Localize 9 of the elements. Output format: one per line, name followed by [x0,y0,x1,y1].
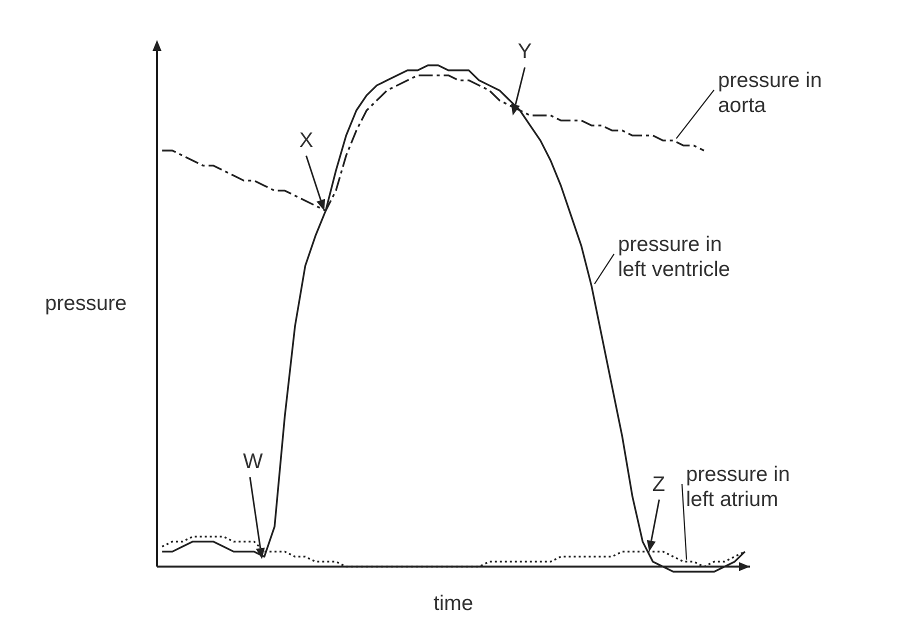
annotation: X [299,128,314,153]
legend-label: pressure in left ventricle [618,232,730,282]
annotation: W [242,449,263,474]
y-axis-title: pressure [45,291,127,316]
text: Y [518,39,532,64]
annotation: Z [652,472,666,497]
series-label: pressure in aorta [718,68,822,118]
text: pressure in left atrium [686,462,790,512]
x-axis-title: time [434,590,474,616]
